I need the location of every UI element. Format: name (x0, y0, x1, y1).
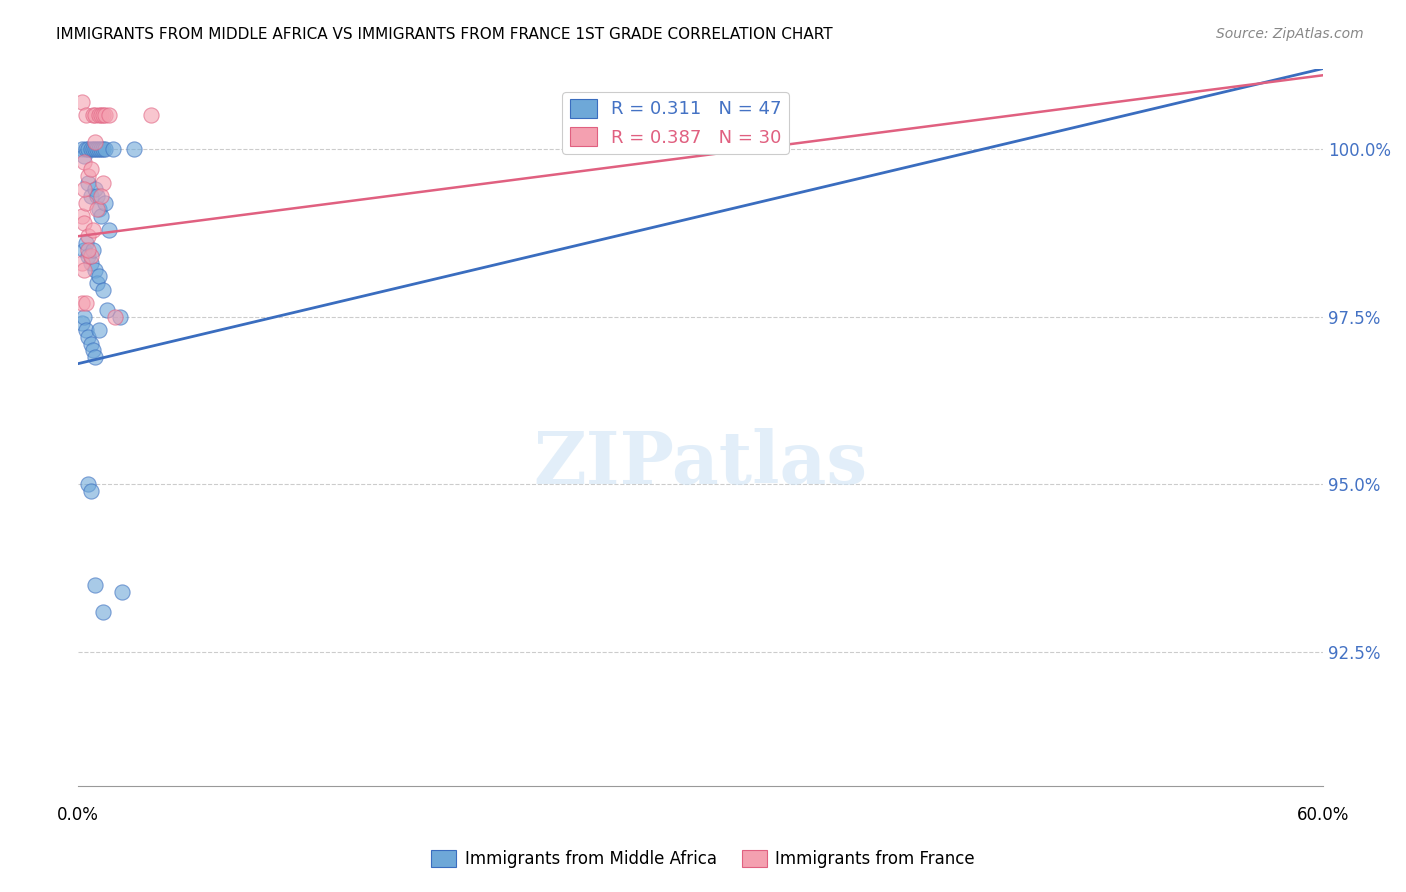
Point (72, 95, 94, 109)
Point (73, 149, 96, 163)
Point (87, 269, 110, 284)
Point (103, 142, 125, 156)
Point (77, 477, 100, 491)
Point (122, 142, 145, 156)
Point (87, 202, 110, 217)
Point (72, 209, 94, 223)
Point (72, 256, 94, 270)
Point (83, 142, 105, 156)
Point (73, 262, 96, 277)
Point (83, 262, 105, 277)
Point (90, 189, 112, 203)
Point (86, 276, 108, 290)
Point (75, 108, 97, 122)
Point (79, 142, 101, 156)
Point (82, 222, 104, 236)
Point (79, 162, 101, 177)
Point (108, 310, 131, 324)
Point (75, 235, 97, 250)
Point (73, 216, 96, 230)
Text: 60.0%: 60.0% (1296, 806, 1350, 824)
Point (90, 209, 112, 223)
Point (94, 108, 117, 122)
Point (83, 182, 105, 196)
Text: ZIPatlas: ZIPatlas (533, 428, 868, 499)
Point (91, 108, 114, 122)
Point (77, 169, 100, 183)
Point (75, 323, 97, 337)
Point (79, 249, 101, 263)
Point (82, 142, 104, 156)
Point (77, 249, 100, 263)
Point (82, 243, 104, 257)
Point (83, 136, 105, 150)
Point (111, 584, 134, 599)
Point (91, 605, 114, 619)
Point (98, 108, 121, 122)
Point (90, 108, 112, 122)
Text: Source: ZipAtlas.com: Source: ZipAtlas.com (1216, 27, 1364, 41)
Point (75, 195, 97, 210)
Point (75, 142, 97, 156)
Point (87, 142, 110, 156)
Point (82, 108, 104, 122)
Point (72, 317, 94, 331)
Point (72, 296, 94, 310)
Point (87, 323, 110, 337)
Point (77, 243, 100, 257)
Point (94, 142, 117, 156)
Point (79, 336, 101, 351)
Point (77, 142, 100, 156)
Point (91, 283, 114, 297)
Point (73, 155, 96, 169)
Point (91, 176, 114, 190)
Point (83, 350, 105, 364)
Point (73, 243, 96, 257)
Point (79, 484, 101, 499)
Point (73, 310, 96, 324)
Legend: Immigrants from Middle Africa, Immigrants from France: Immigrants from Middle Africa, Immigrant… (425, 843, 981, 875)
Point (96, 303, 118, 318)
Legend: R = 0.311   N = 47, R = 0.387   N = 30: R = 0.311 N = 47, R = 0.387 N = 30 (562, 92, 789, 154)
Point (91, 142, 114, 156)
Point (83, 578, 105, 592)
Point (77, 229, 100, 244)
Point (98, 222, 121, 236)
Point (90, 142, 112, 156)
Point (77, 176, 100, 190)
Point (86, 189, 108, 203)
Point (79, 256, 101, 270)
Point (77, 330, 100, 344)
Point (79, 189, 101, 203)
Point (82, 343, 104, 358)
Text: IMMIGRANTS FROM MIDDLE AFRICA VS IMMIGRANTS FROM FRANCE 1ST GRADE CORRELATION CH: IMMIGRANTS FROM MIDDLE AFRICA VS IMMIGRA… (56, 27, 832, 42)
Point (75, 296, 97, 310)
Point (104, 310, 127, 324)
Point (87, 108, 110, 122)
Point (86, 202, 108, 217)
Point (72, 142, 94, 156)
Text: 0.0%: 0.0% (58, 806, 98, 824)
Point (94, 195, 117, 210)
Point (139, 108, 162, 122)
Point (73, 182, 96, 196)
Point (86, 142, 108, 156)
Point (83, 108, 105, 122)
